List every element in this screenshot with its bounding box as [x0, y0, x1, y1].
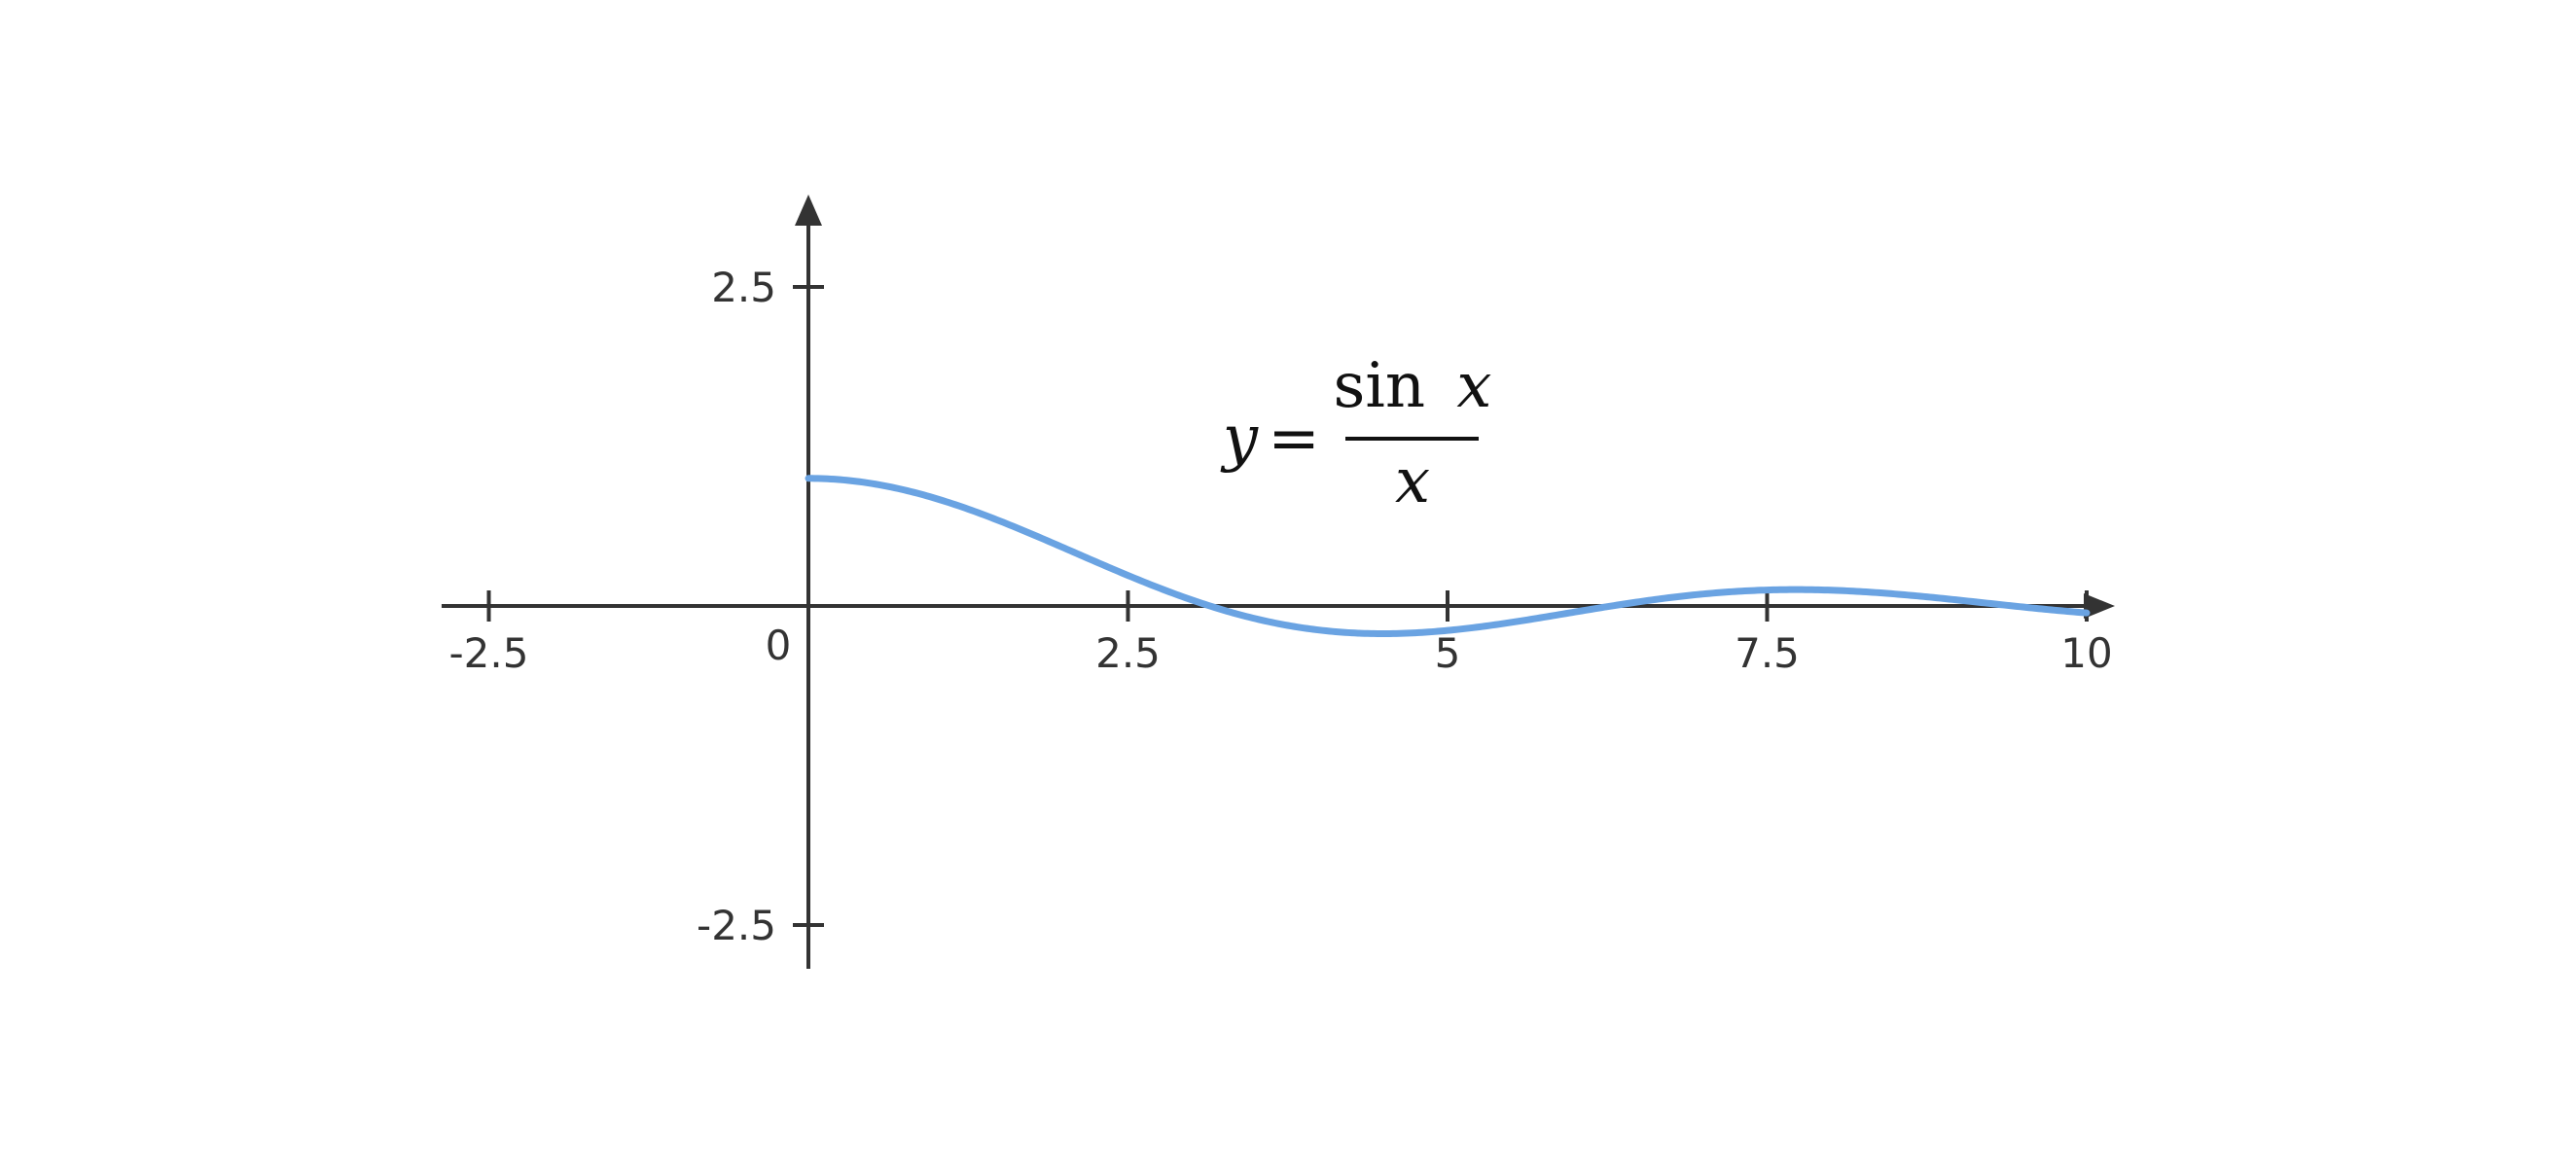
equation-lhs: y [1220, 403, 1259, 475]
x-tick-label: 10 [2060, 629, 2112, 677]
axes [441, 195, 2115, 969]
y-tick-label: 2.5 [711, 264, 776, 311]
x-tick-label: 2.5 [1095, 629, 1161, 677]
curve-layer [805, 475, 2091, 637]
x-tick-label: 7.5 [1735, 629, 1800, 677]
equation-numerator: sin x [1334, 350, 1492, 422]
equation-annotation: y = sin x x [1220, 350, 1492, 517]
x-tick-label: -2.5 [449, 629, 529, 677]
axis-ticks: -2.5 2.5 5 7.5 10 2.5 -2.5 0 [449, 264, 2113, 949]
equation-denominator: x [1395, 445, 1430, 517]
x-axis-arrow-icon [2084, 593, 2115, 619]
numerator-variable: x [1456, 350, 1491, 422]
origin-label: 0 [766, 622, 792, 669]
numerator-function: sin [1334, 350, 1426, 422]
series-line-sinc [805, 475, 2091, 637]
equation-equals: = [1268, 403, 1320, 475]
y-axis-arrow-icon [795, 195, 822, 226]
y-tick-label: -2.5 [697, 902, 776, 949]
x-tick-label: 5 [1435, 629, 1461, 677]
